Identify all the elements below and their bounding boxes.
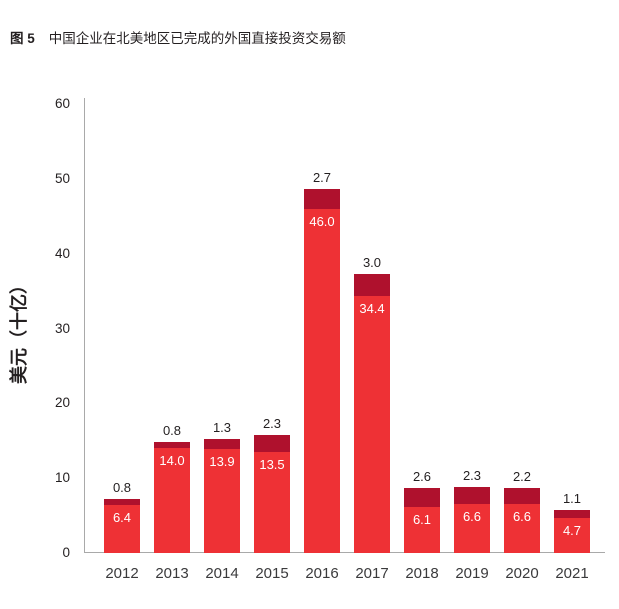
bar-2017-top-value: 3.0 (362, 255, 382, 270)
bar-2014-top-value: 1.3 (212, 420, 232, 435)
figure-title-row: 图 5 中国企业在北美地区已完成的外国直接投资交易额 (10, 27, 346, 47)
y-tick-label-60: 60 (54, 96, 70, 111)
x-axis-label-2018: 2018 (405, 565, 439, 582)
bar-2017-bottom-value: 34.4 (359, 301, 385, 316)
x-axis-label-2019: 2019 (455, 565, 489, 582)
figure-title: 中国企业在北美地区已完成的外国直接投资交易额 (48, 31, 346, 46)
bar-2015-top-segment (254, 435, 290, 452)
bar-2015-bottom-segment: 13.5 (254, 452, 290, 553)
y-tick-label-40: 40 (54, 245, 70, 261)
bar-2018: 6.1 (404, 488, 440, 553)
bar-2012-top-value: 0.8 (112, 480, 132, 495)
bar-2014-bottom-segment: 13.9 (204, 449, 240, 553)
bar-2013-top-segment (154, 442, 190, 448)
x-axis-label-2021: 2021 (555, 565, 589, 582)
bar-2020-bottom-segment: 6.6 (504, 504, 540, 553)
bar-2021-bottom-value: 4.7 (562, 523, 582, 538)
bar-2019-bottom-segment: 6.6 (454, 504, 490, 553)
x-axis-label-2015: 2015 (255, 565, 289, 582)
bar-2015-bottom-value: 13.5 (259, 457, 285, 472)
bar-2019-top-value: 2.3 (462, 468, 482, 483)
bar-2014-bottom-value: 13.9 (209, 454, 235, 469)
bar-2012: 6.4 (104, 499, 140, 553)
bar-2015: 13.5 (254, 435, 290, 553)
bar-2013-bottom-segment: 14.0 (154, 448, 190, 553)
y-tick-label-20: 20 (54, 395, 70, 411)
x-axis-label-2016: 2016 (305, 565, 339, 582)
bar-2018-top-value: 2.6 (412, 469, 432, 484)
bar-2012-bottom-value: 6.4 (112, 510, 132, 525)
y-tick-label-0: 0 (62, 545, 70, 560)
bar-2020-top-segment (504, 488, 540, 504)
bar-2021: 4.7 (554, 510, 590, 553)
bar-2016-top-value: 2.7 (312, 170, 332, 185)
y-tick-label-10: 10 (54, 470, 70, 486)
plot-area (84, 98, 605, 553)
x-axis-label-2014: 2014 (205, 565, 239, 582)
bar-2017: 34.4 (354, 274, 390, 553)
figure-number-label: 图 5 (10, 31, 35, 46)
bar-2019: 6.6 (454, 487, 490, 553)
x-axis-label-2012: 2012 (105, 565, 139, 582)
y-tick-label-30: 30 (54, 320, 70, 336)
bar-2015-top-value: 2.3 (262, 416, 282, 431)
x-axis-label-2020: 2020 (505, 565, 539, 582)
bar-2018-bottom-segment: 6.1 (404, 507, 440, 553)
bar-2012-bottom-segment: 6.4 (104, 505, 140, 553)
x-axis-label-2017: 2017 (355, 565, 389, 582)
bar-2014: 13.9 (204, 439, 240, 553)
bar-2021-top-value: 1.1 (562, 491, 582, 506)
bar-2020-bottom-value: 6.6 (512, 509, 532, 524)
bar-2018-bottom-value: 6.1 (412, 512, 432, 527)
bar-2013-bottom-value: 14.0 (159, 453, 185, 468)
bar-2013-top-value: 0.8 (162, 423, 182, 438)
bar-2018-top-segment (404, 488, 440, 507)
bar-2016: 46.0 (304, 189, 340, 553)
bar-2016-top-segment (304, 189, 340, 209)
y-tick-label-50: 50 (54, 170, 70, 186)
bar-2020: 6.6 (504, 488, 540, 553)
bar-2021-top-segment (554, 510, 590, 518)
bar-2020-top-value: 2.2 (512, 469, 532, 484)
bar-2014-top-segment (204, 439, 240, 449)
bar-2019-top-segment (454, 487, 490, 504)
bar-2012-top-segment (104, 499, 140, 505)
bar-2016-bottom-segment: 46.0 (304, 209, 340, 553)
bar-2016-bottom-value: 46.0 (309, 214, 335, 229)
bar-2017-top-segment (354, 274, 390, 296)
bar-2021-bottom-segment: 4.7 (554, 518, 590, 553)
bar-2013: 14.0 (154, 442, 190, 553)
x-axis-label-2013: 2013 (155, 565, 189, 582)
bar-2019-bottom-value: 6.6 (462, 509, 482, 524)
bar-2017-bottom-segment: 34.4 (354, 296, 390, 553)
